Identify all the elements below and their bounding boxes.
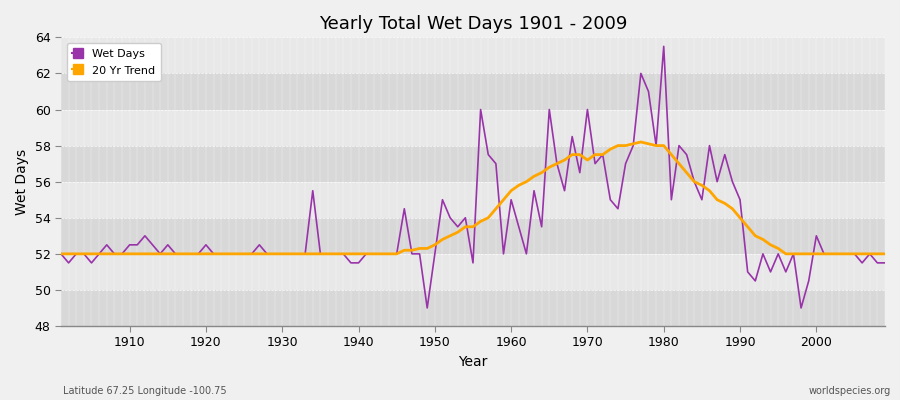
Text: worldspecies.org: worldspecies.org: [809, 386, 891, 396]
Bar: [61, 254, 885, 290]
Bar: [61, 110, 885, 146]
20 Yr Trend: [506, 188, 517, 193]
Wet Days: [879, 260, 890, 265]
Wet Days: [56, 252, 67, 256]
20 Yr Trend: [330, 252, 341, 256]
Legend: Wet Days, 20 Yr Trend: Wet Days, 20 Yr Trend: [67, 43, 161, 81]
20 Yr Trend: [598, 152, 608, 157]
20 Yr Trend: [498, 197, 508, 202]
Title: Yearly Total Wet Days 1901 - 2009: Yearly Total Wet Days 1901 - 2009: [319, 15, 627, 33]
Text: Latitude 67.25 Longitude -100.75: Latitude 67.25 Longitude -100.75: [63, 386, 227, 396]
Bar: [61, 182, 885, 218]
20 Yr Trend: [117, 252, 128, 256]
Bar: [61, 37, 885, 74]
Bar: [61, 290, 885, 326]
Wet Days: [658, 44, 669, 49]
20 Yr Trend: [284, 252, 295, 256]
Bar: [61, 74, 885, 110]
20 Yr Trend: [635, 140, 646, 144]
Wet Days: [506, 197, 517, 202]
Wet Days: [605, 197, 616, 202]
Wet Days: [284, 252, 295, 256]
X-axis label: Year: Year: [458, 355, 488, 369]
20 Yr Trend: [56, 252, 67, 256]
Bar: [61, 146, 885, 182]
Line: Wet Days: Wet Days: [61, 46, 885, 308]
Wet Days: [422, 306, 433, 310]
Y-axis label: Wet Days: Wet Days: [15, 149, 29, 215]
Wet Days: [330, 252, 341, 256]
20 Yr Trend: [879, 252, 890, 256]
Bar: [61, 218, 885, 254]
Wet Days: [513, 224, 524, 229]
Wet Days: [117, 252, 128, 256]
Line: 20 Yr Trend: 20 Yr Trend: [61, 142, 885, 254]
